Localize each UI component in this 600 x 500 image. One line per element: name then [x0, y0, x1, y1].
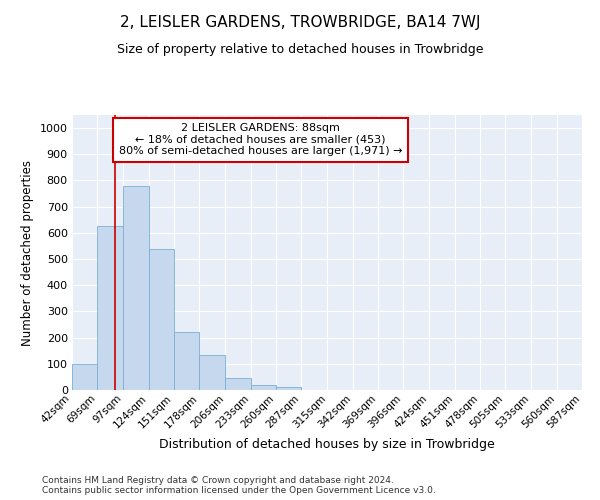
Text: 2, LEISLER GARDENS, TROWBRIDGE, BA14 7WJ: 2, LEISLER GARDENS, TROWBRIDGE, BA14 7WJ [120, 15, 480, 30]
Bar [97, 226, 122, 390]
Bar [276, 388, 301, 390]
Bar [149, 248, 174, 390]
Y-axis label: Number of detached properties: Number of detached properties [21, 160, 34, 346]
X-axis label: Distribution of detached houses by size in Trowbridge: Distribution of detached houses by size … [159, 438, 495, 451]
Bar [72, 364, 97, 390]
Text: Contains HM Land Registry data © Crown copyright and database right 2024.
Contai: Contains HM Land Registry data © Crown c… [42, 476, 436, 495]
Bar [174, 332, 199, 390]
Text: Size of property relative to detached houses in Trowbridge: Size of property relative to detached ho… [117, 42, 483, 56]
Bar [124, 186, 149, 390]
Bar [199, 354, 224, 390]
Text: 2 LEISLER GARDENS: 88sqm
← 18% of detached houses are smaller (453)
80% of semi-: 2 LEISLER GARDENS: 88sqm ← 18% of detach… [119, 123, 403, 156]
Bar [251, 385, 276, 390]
Bar [226, 378, 251, 390]
